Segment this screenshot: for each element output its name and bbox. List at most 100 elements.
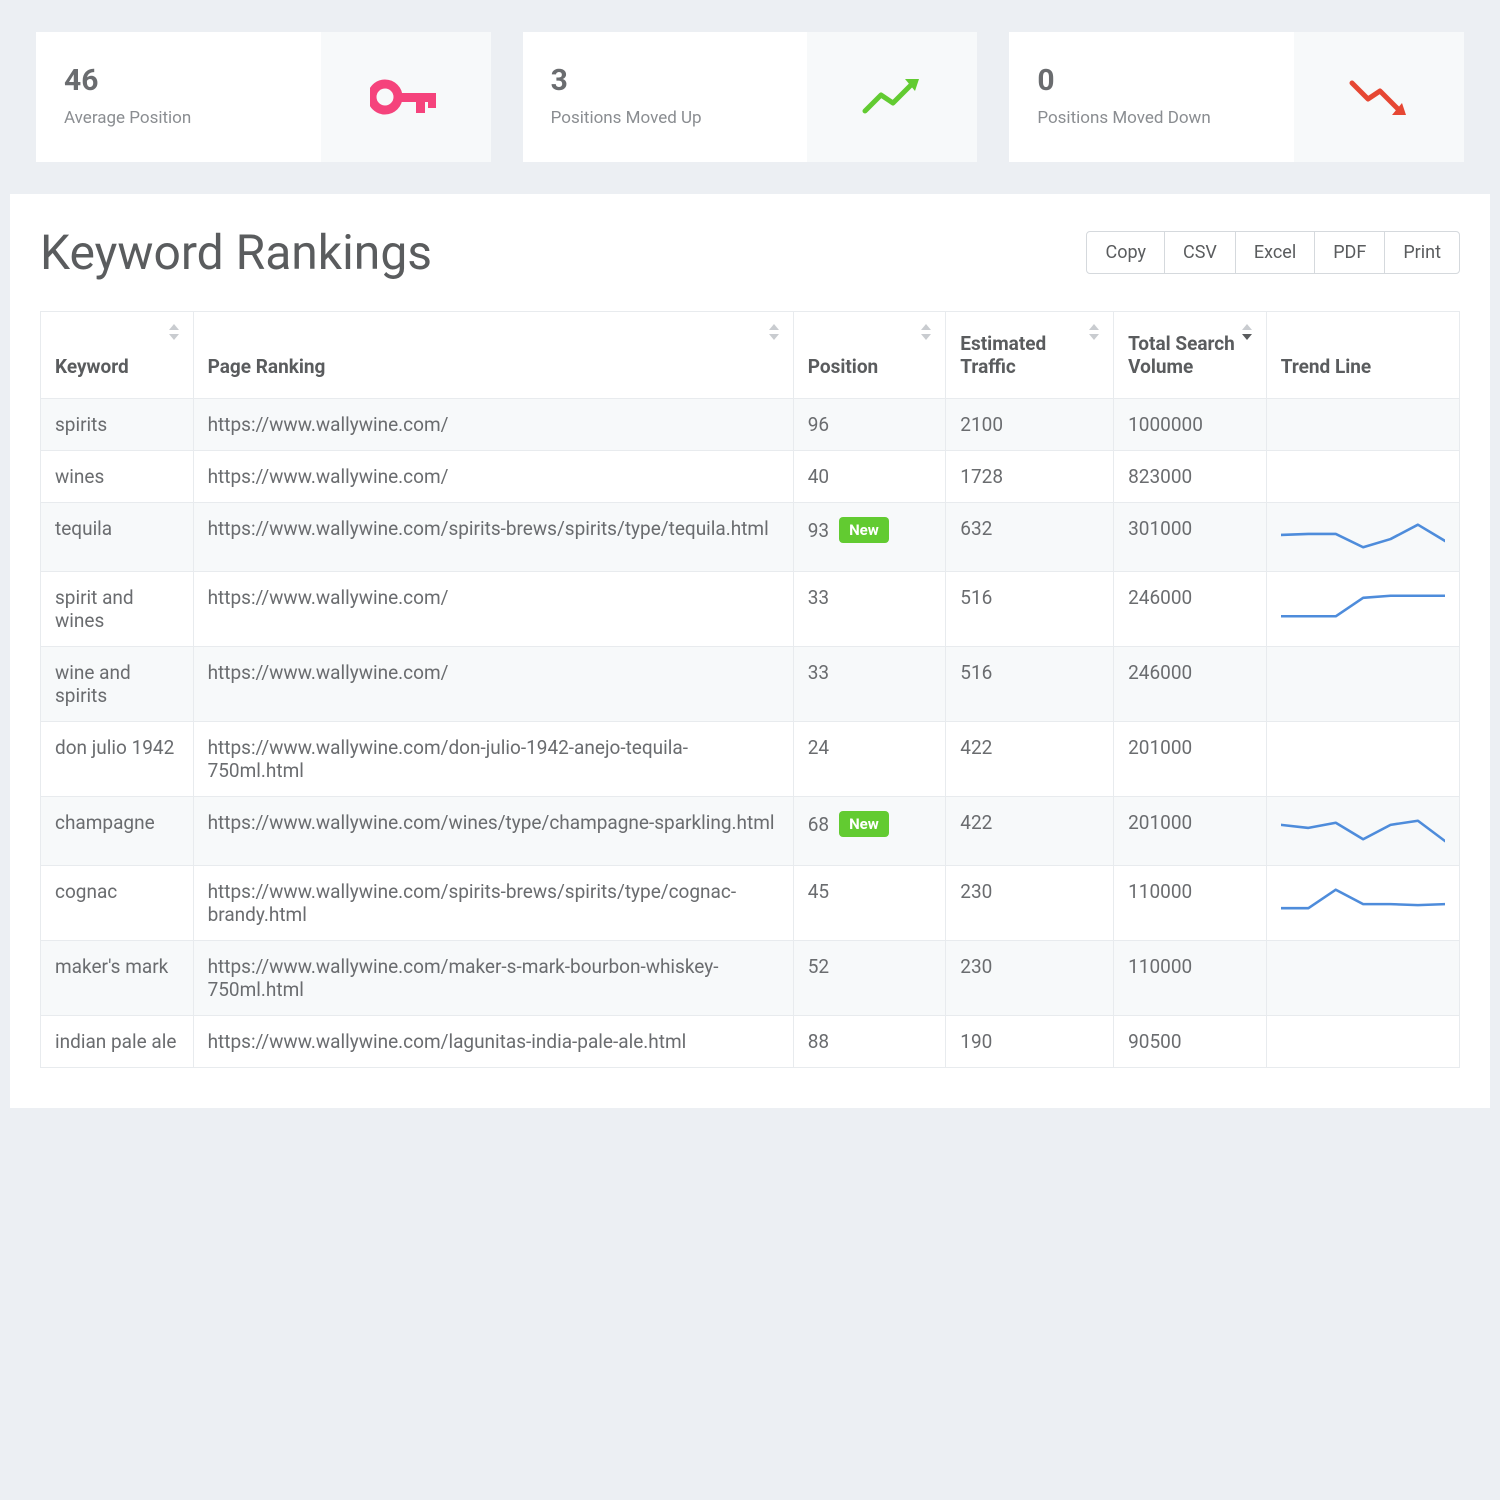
stat-body: 0Positions Moved Down	[1009, 32, 1294, 162]
cell-volume: 301000	[1114, 503, 1267, 572]
stat-label: Average Position	[64, 108, 293, 128]
rankings-panel: Keyword Rankings CopyCSVExcelPDFPrint Ke…	[10, 194, 1490, 1108]
column-label: Trend Line	[1281, 355, 1371, 378]
column-header[interactable]: Keyword	[41, 312, 194, 399]
position-value: 24	[808, 736, 829, 759]
page-url: https://www.wallywine.com/spirits-brews/…	[208, 880, 737, 926]
cell-page: https://www.wallywine.com/spirits-brews/…	[193, 866, 793, 941]
cell-page: https://www.wallywine.com/maker-s-mark-b…	[193, 941, 793, 1016]
stat-body: 46 Average Position	[36, 32, 321, 162]
position-value: 40	[808, 465, 829, 488]
column-header[interactable]: Position	[793, 312, 946, 399]
cell-volume: 1000000	[1114, 399, 1267, 451]
cell-volume: 246000	[1114, 572, 1267, 647]
page-url: https://www.wallywine.com/	[208, 661, 449, 684]
keyword-text: wine and spirits	[55, 661, 131, 707]
stat-card: 3Positions Moved Up	[523, 32, 978, 162]
volume-value: 110000	[1128, 880, 1192, 903]
trend-up-icon	[861, 77, 923, 117]
table-row: wineshttps://www.wallywine.com/401728823…	[41, 451, 1460, 503]
print-button[interactable]: Print	[1384, 231, 1460, 274]
keyword-text: indian pale ale	[55, 1030, 176, 1053]
table-header-row: KeywordPage RankingPosition Estimated Tra…	[41, 312, 1460, 399]
cell-volume: 110000	[1114, 866, 1267, 941]
traffic-value: 422	[960, 736, 992, 759]
traffic-value: 2100	[960, 413, 1003, 436]
stat-card: 0Positions Moved Down	[1009, 32, 1464, 162]
stat-icon-box	[1294, 32, 1464, 162]
cell-trend	[1266, 451, 1459, 503]
cell-keyword: indian pale ale	[41, 1016, 194, 1068]
sort-icon[interactable]	[769, 324, 783, 340]
position-value: 52	[808, 955, 829, 978]
volume-value: 201000	[1128, 736, 1192, 759]
sort-icon[interactable]	[921, 324, 935, 340]
page-url: https://www.wallywine.com/spirits-brews/…	[208, 517, 769, 540]
excel-button[interactable]: Excel	[1235, 231, 1315, 274]
traffic-value: 1728	[960, 465, 1003, 488]
keyword-text: champagne	[55, 811, 155, 834]
traffic-value: 190	[960, 1030, 992, 1053]
table-row: champagne https://www.wallywine.com/wines…	[41, 797, 1460, 866]
sort-icon[interactable]	[1242, 324, 1256, 340]
traffic-value: 230	[960, 955, 992, 978]
column-header[interactable]: Page Ranking	[193, 312, 793, 399]
cell-trend	[1266, 941, 1459, 1016]
position-value: 33	[808, 586, 829, 609]
stat-value: 46	[64, 66, 293, 96]
column-label: Estimated Traffic	[960, 332, 1046, 378]
keyword-text: spirit and wines	[55, 586, 134, 632]
table-row: spiritshttps://www.wallywine.com/9621001…	[41, 399, 1460, 451]
cell-page: https://www.wallywine.com/wines/type/cha…	[193, 797, 793, 866]
cell-traffic: 1728	[946, 451, 1114, 503]
csv-button[interactable]: CSV	[1164, 231, 1236, 274]
cell-page: https://www.wallywine.com/	[193, 647, 793, 722]
table-row: don julio 1942 https://www.wallywine.com/…	[41, 722, 1460, 797]
cell-keyword: spirit and wines	[41, 572, 194, 647]
export-button-group: CopyCSVExcelPDFPrint	[1086, 231, 1460, 274]
cell-trend	[1266, 399, 1459, 451]
traffic-value: 516	[960, 661, 992, 684]
page-url: https://www.wallywine.com/maker-s-mark-b…	[208, 955, 719, 1001]
cell-keyword: don julio 1942	[41, 722, 194, 797]
keyword-text: maker's mark	[55, 955, 168, 978]
cell-trend	[1266, 866, 1459, 941]
table-row: maker's mark https://www.wallywine.com/ma…	[41, 941, 1460, 1016]
trend-sparkline	[1281, 880, 1445, 920]
cell-traffic: 2100	[946, 399, 1114, 451]
cell-keyword: wine and spirits	[41, 647, 194, 722]
cell-position: 88	[793, 1016, 946, 1068]
cell-volume: 201000	[1114, 797, 1267, 866]
position-value: 88	[808, 1030, 829, 1053]
sort-icon[interactable]	[1089, 324, 1103, 340]
stat-value: 0	[1037, 66, 1266, 96]
trend-sparkline	[1281, 517, 1445, 557]
cell-page: https://www.wallywine.com/	[193, 572, 793, 647]
keyword-text: tequila	[55, 517, 112, 540]
column-header[interactable]: Total Search Volume	[1114, 312, 1267, 399]
copy-button[interactable]: Copy	[1086, 231, 1165, 274]
page-url: https://www.wallywine.com/	[208, 465, 449, 488]
traffic-value: 422	[960, 811, 992, 834]
trend-sparkline	[1281, 811, 1445, 851]
trend-down-icon	[1348, 77, 1410, 117]
cell-traffic: 230	[946, 941, 1114, 1016]
column-header: Trend Line	[1266, 312, 1459, 399]
cell-traffic: 230	[946, 866, 1114, 941]
cell-trend	[1266, 572, 1459, 647]
column-header[interactable]: Estimated Traffic	[946, 312, 1114, 399]
sort-icon[interactable]	[169, 324, 183, 340]
pdf-button[interactable]: PDF	[1314, 231, 1385, 274]
page-url: https://www.wallywine.com/don-julio-1942…	[208, 736, 688, 782]
cell-position: 68New	[793, 797, 946, 866]
volume-value: 246000	[1128, 661, 1192, 684]
cell-volume: 246000	[1114, 647, 1267, 722]
rankings-table: KeywordPage RankingPosition Estimated Tra…	[40, 311, 1460, 1068]
position-value: 96	[808, 413, 829, 436]
cell-keyword: champagne	[41, 797, 194, 866]
cell-page: https://www.wallywine.com/lagunitas-indi…	[193, 1016, 793, 1068]
keyword-text: wines	[55, 465, 104, 488]
keyword-text: cognac	[55, 880, 117, 903]
traffic-value: 516	[960, 586, 992, 609]
cell-traffic: 516	[946, 647, 1114, 722]
